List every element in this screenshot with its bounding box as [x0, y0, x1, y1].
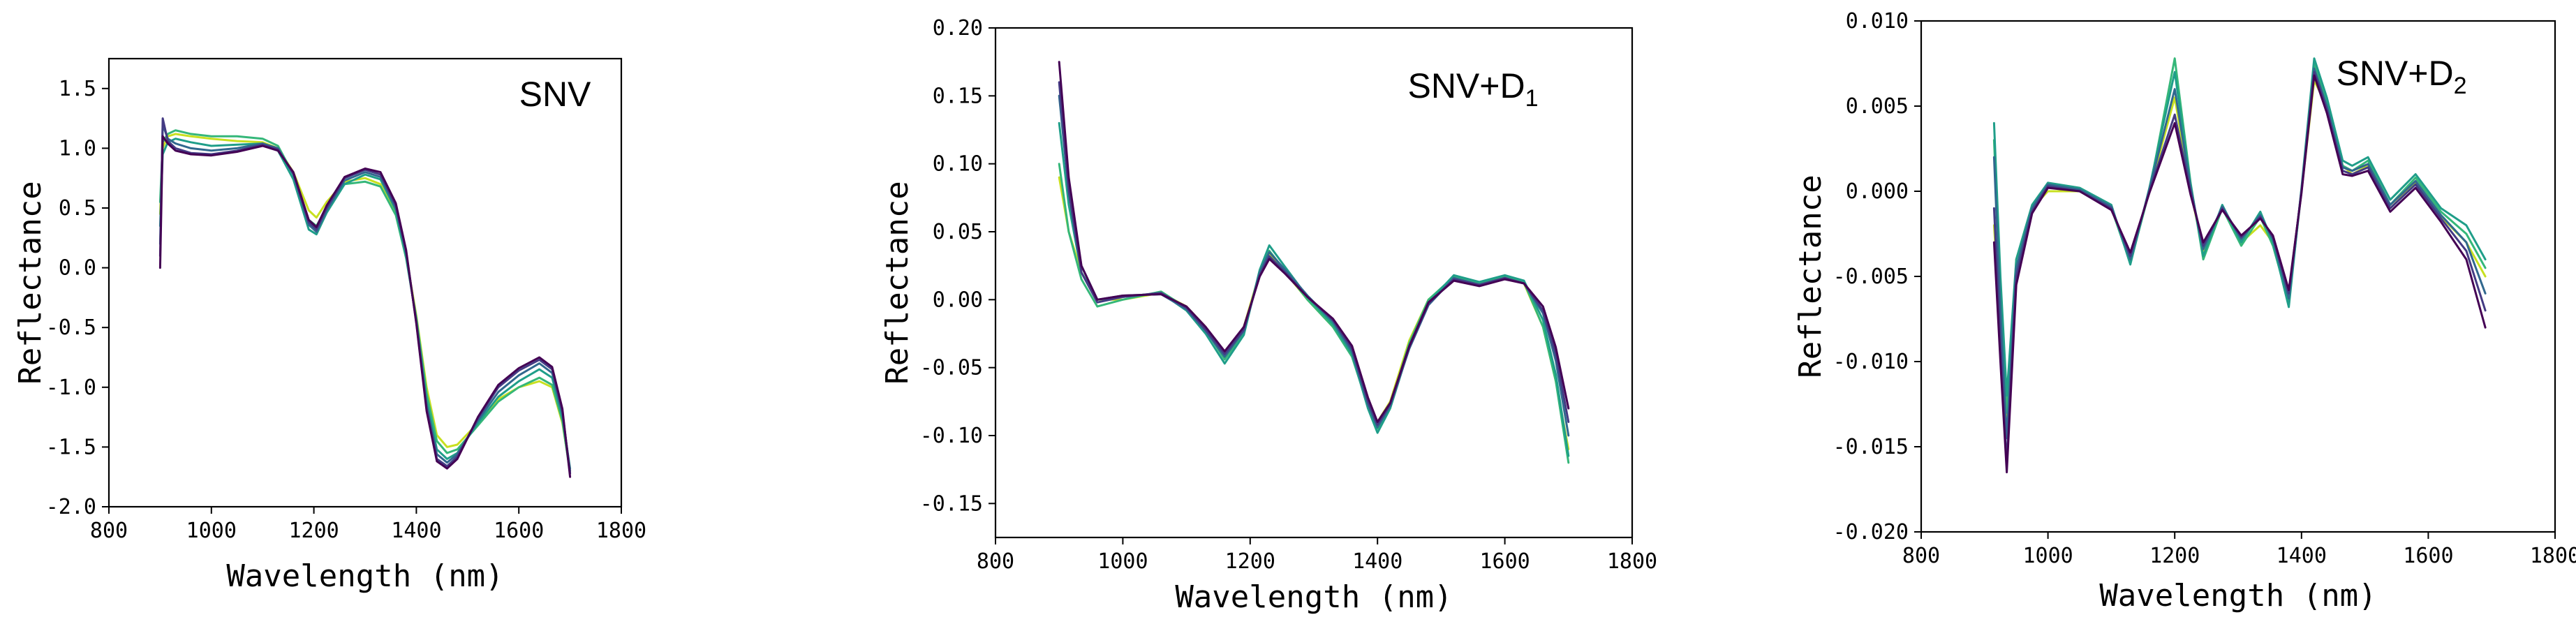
x-tick-label: 1400	[1352, 549, 1402, 574]
y-tick-label: -0.020	[1833, 520, 1909, 544]
series-line-5	[1058, 81, 1570, 426]
series-line-4	[1058, 94, 1570, 437]
y-tick-label: -0.015	[1833, 435, 1909, 459]
series-group	[1992, 57, 2487, 474]
series-line-5	[1992, 70, 2487, 465]
x-tick-label: 1800	[1607, 549, 1657, 574]
x-tick-label: 1200	[2149, 544, 2200, 568]
y-tick-label: -0.5	[46, 316, 96, 340]
x-tick-label: 800	[977, 549, 1014, 574]
series-line-4	[158, 123, 572, 473]
y-tick-label: 0.005	[1846, 94, 1909, 119]
series-line-2	[1058, 163, 1570, 464]
series-line-6	[1992, 74, 2487, 474]
y-tick-label: -1.5	[46, 435, 96, 459]
y-tick-label: -0.005	[1833, 265, 1909, 289]
x-tick-label: 1800	[2530, 544, 2576, 568]
x-tick-label: 1600	[1479, 549, 1530, 574]
chart-title: SNV	[519, 75, 591, 114]
y-axis-label: Reflectance	[1793, 175, 1828, 378]
y-tick-label: -0.10	[920, 424, 983, 448]
y-tick-label: 0.05	[933, 220, 983, 244]
x-tick-label: 1000	[186, 519, 237, 543]
chart-title-main: SNV	[519, 75, 591, 114]
x-tick-label: 1200	[1225, 549, 1275, 574]
y-tick-label: -1.0	[46, 376, 96, 400]
y-axis-label: Reflectance	[13, 181, 48, 384]
series-line-1	[1992, 79, 2487, 431]
y-tick-label: 0.0	[59, 256, 96, 281]
y-tick-label: 0.10	[933, 152, 983, 177]
x-tick-label: 1000	[2022, 544, 2073, 568]
x-tick-label: 1000	[1097, 549, 1148, 574]
series-line-3	[1992, 57, 2487, 397]
chart-title-main: SNV+D	[1407, 66, 1525, 105]
y-tick-label: -2.0	[46, 495, 96, 519]
y-tick-label: 0.5	[59, 196, 96, 221]
chart-title-subscript: 1	[1525, 85, 1539, 112]
x-axis-label: Wavelength (nm)	[2099, 578, 2376, 614]
y-tick-label: 0.010	[1846, 9, 1909, 34]
y-tick-label: -0.15	[920, 491, 983, 516]
series-line-2	[158, 129, 572, 475]
series-line-1	[1058, 176, 1570, 450]
chart-panel-1: 800 1000 1200 1400 1600 1800 -2.0 -1.5 -1.0 -0.5 0…	[13, 57, 646, 594]
axes-frame	[994, 27, 1634, 539]
y-tick-label: -0.05	[920, 356, 983, 380]
series-group	[158, 117, 572, 478]
x-tick-label: 1200	[288, 519, 339, 543]
series-line-4	[1992, 67, 2487, 440]
chart-title-main: SNV+D	[2336, 54, 2453, 93]
series-line-3	[158, 138, 572, 470]
chart-title-subscript: 2	[2454, 73, 2467, 99]
chart-title: SNV+D2	[2336, 54, 2466, 99]
x-tick-label: 1800	[596, 519, 646, 543]
series-line-5	[158, 117, 572, 475]
x-tick-label: 1400	[2277, 544, 2327, 568]
x-axis-label: Wavelength (nm)	[226, 558, 503, 594]
chart-panel-3: 800 1000 1200 1400 1600 1800 -0.020 -0.015 -0.01…	[1793, 9, 2576, 614]
y-tick-label: 1.5	[59, 77, 96, 101]
x-axis-label: Wavelength (nm)	[1175, 579, 1452, 615]
y-tick-label: 0.000	[1846, 179, 1909, 204]
x-tick-label: 1400	[391, 519, 441, 543]
y-tick-label: 1.0	[59, 136, 96, 161]
x-tick-label: 1600	[2403, 544, 2453, 568]
y-axis-label: Reflectance	[880, 181, 915, 384]
x-tick-label: 800	[90, 519, 128, 543]
chart-title: SNV+D1	[1407, 66, 1538, 112]
y-tick-label: 0.15	[933, 84, 983, 108]
series-line-1	[158, 133, 572, 473]
axes-frame	[108, 57, 623, 508]
series-group	[1058, 61, 1570, 464]
chart-panel-2: 800 1000 1200 1400 1600 1800 -0.15 -0.10 -0.05 0.…	[880, 16, 1657, 615]
series-line-3	[1058, 121, 1570, 457]
x-tick-label: 800	[1902, 544, 1940, 568]
y-tick-label: 0.00	[933, 288, 983, 312]
y-tick-label: 0.20	[933, 16, 983, 40]
y-tick-label: -0.010	[1833, 350, 1909, 374]
series-line-6	[1058, 61, 1570, 423]
series-line-6	[158, 135, 572, 478]
x-tick-label: 1600	[494, 519, 544, 543]
